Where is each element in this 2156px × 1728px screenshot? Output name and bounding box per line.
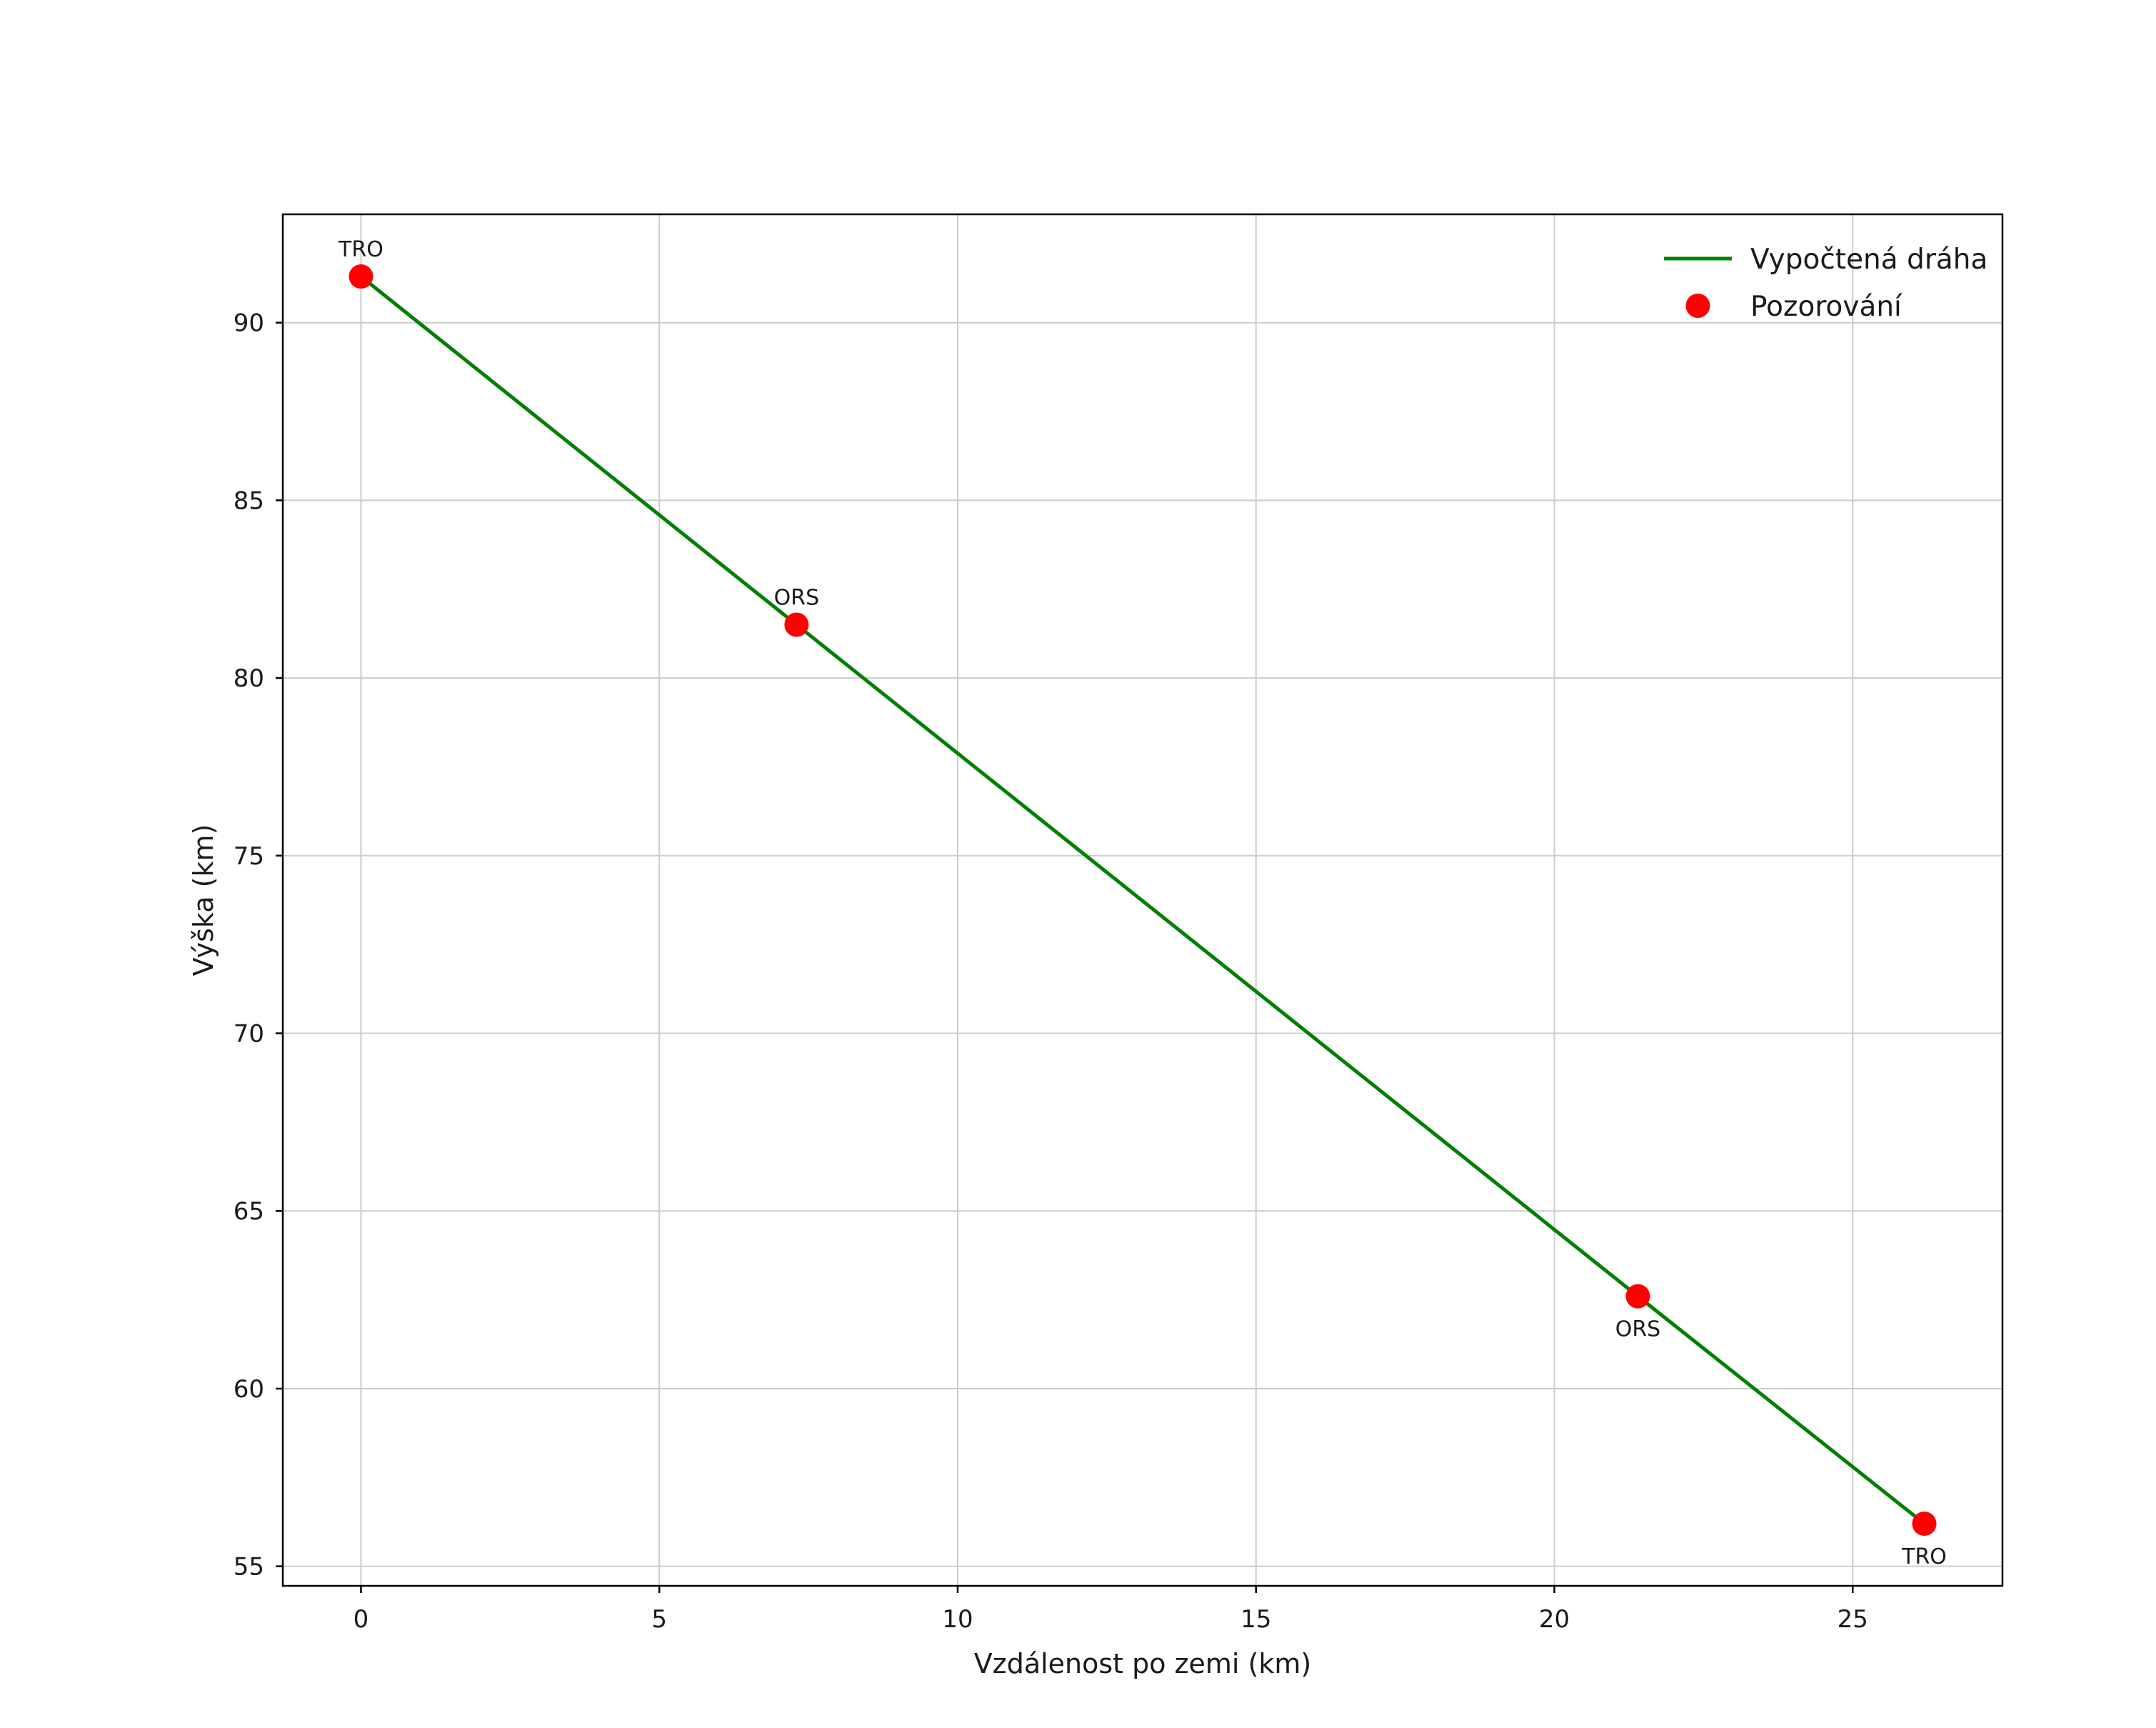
y-axis-label: Výška (km)	[188, 824, 219, 977]
point-label: TRO	[1901, 1544, 1947, 1569]
x-tick-label: 20	[1539, 1605, 1570, 1634]
legend-point-sample	[1685, 294, 1710, 318]
point-label: ORS	[774, 586, 820, 611]
x-tick-label: 5	[651, 1605, 667, 1634]
x-tick-label: 15	[1240, 1605, 1271, 1634]
observation-point	[1912, 1511, 1937, 1536]
y-tick-label: 75	[234, 842, 264, 871]
legend-label: Pozorování	[1750, 291, 1902, 323]
y-tick-label: 55	[234, 1553, 264, 1582]
x-tick-label: 25	[1837, 1605, 1868, 1634]
observation-point	[1625, 1284, 1650, 1309]
point-label: ORS	[1615, 1317, 1661, 1342]
y-tick-label: 80	[234, 664, 264, 693]
point-label: TRO	[338, 237, 383, 262]
y-tick-label: 90	[234, 309, 264, 338]
trajectory-line	[359, 274, 1927, 1526]
y-tick-label: 60	[234, 1375, 264, 1404]
y-tick-label: 85	[234, 486, 264, 515]
plot-frame	[281, 213, 2004, 1587]
y-tick-label: 70	[234, 1020, 264, 1049]
x-axis-label: Vzdálenost po zemi (km)	[974, 1648, 1312, 1679]
x-tick-label: 10	[942, 1605, 973, 1634]
observation-point	[784, 612, 809, 637]
legend-label: Vypočtená dráha	[1750, 244, 1987, 276]
y-tick-label: 65	[234, 1197, 264, 1226]
observation-point	[349, 264, 373, 289]
x-tick-label: 0	[354, 1605, 369, 1634]
